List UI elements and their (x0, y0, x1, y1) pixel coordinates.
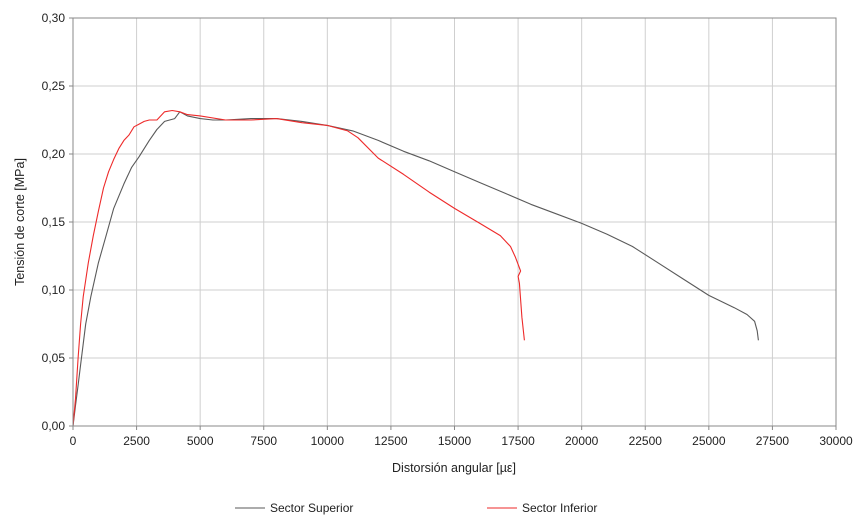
x-tick-label: 12500 (374, 434, 408, 448)
x-tick-label: 0 (70, 434, 77, 448)
x-tick-label: 10000 (311, 434, 345, 448)
legend: Sector Superior Sector Inferior (235, 501, 597, 515)
x-tick-label: 22500 (629, 434, 663, 448)
x-axis-label: Distorsión angular [µε] (392, 461, 516, 475)
y-tick-label: 0,10 (42, 283, 66, 297)
y-tick-label: 0,15 (42, 215, 66, 229)
x-tick-label: 30000 (819, 434, 853, 448)
x-tick-label: 2500 (123, 434, 150, 448)
y-tick-label: 0,30 (42, 11, 66, 25)
y-tick-label: 0,20 (42, 147, 66, 161)
x-tick-label: 17500 (501, 434, 535, 448)
x-tick-label: 25000 (692, 434, 726, 448)
gridlines (73, 18, 836, 426)
x-tick-label: 7500 (250, 434, 277, 448)
legend-label-sector-inferior: Sector Inferior (522, 501, 597, 515)
y-tick-label: 0,00 (42, 419, 66, 433)
legend-label-sector-superior: Sector Superior (270, 501, 353, 515)
series-lines (72, 109, 759, 427)
x-axis-ticks: 0 2500 5000 7500 10000 12500 15000 17500 20000 22… (70, 426, 853, 448)
y-tick-label: 0,25 (42, 79, 66, 93)
x-tick-label: 5000 (187, 434, 214, 448)
x-tick-label: 20000 (565, 434, 599, 448)
x-tick-label: 27500 (756, 434, 790, 448)
series-line-sector-inferior (72, 109, 525, 427)
y-tick-label: 0,05 (42, 351, 66, 365)
y-axis-label: Tensión de corte [MPa] (13, 158, 27, 286)
y-axis-ticks: 0,00 0,05 0,10 0,15 0,20 0,25 0,30 (42, 11, 73, 433)
x-tick-label: 15000 (438, 434, 472, 448)
